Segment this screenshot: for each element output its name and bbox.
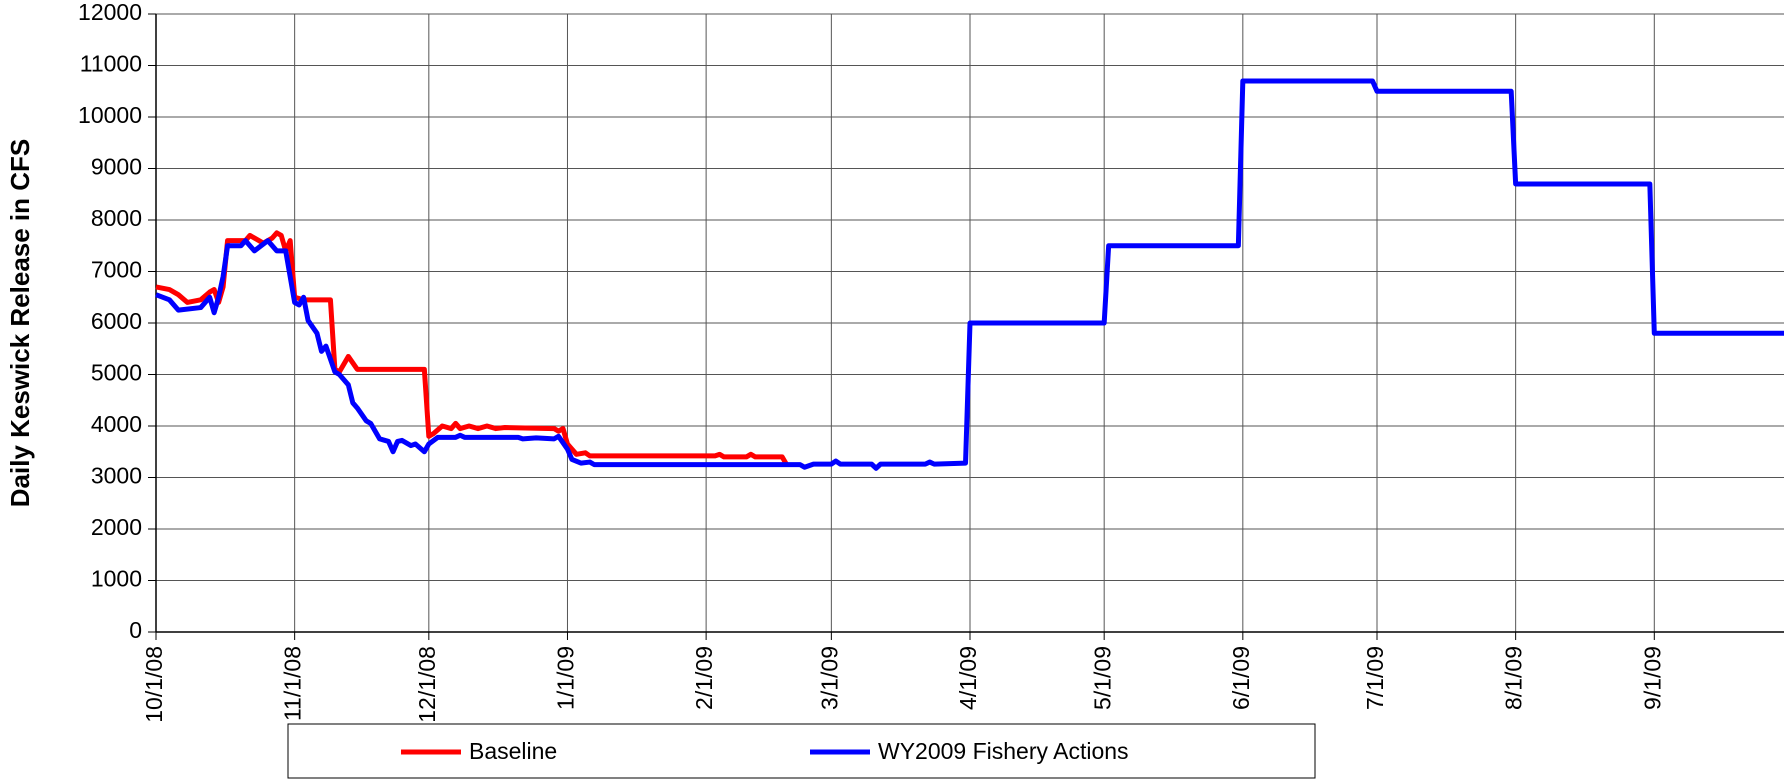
x-tick-label: 4/1/09 [955, 646, 981, 710]
series-line [155, 230, 789, 466]
x-tick-label: 5/1/09 [1089, 646, 1115, 710]
x-tick-label: 9/1/09 [1639, 646, 1665, 710]
x-tick-label: 1/1/09 [553, 646, 579, 710]
legend-label: Baseline [469, 738, 557, 764]
x-tick-label: 2/1/09 [691, 646, 717, 710]
y-tick-label: 9000 [91, 154, 142, 180]
y-axis-label: Daily Keswick Release in CFS [5, 139, 35, 508]
y-tick-label: 5000 [91, 360, 142, 386]
x-tick-label: 11/1/08 [280, 646, 306, 721]
y-tick-label: 2000 [91, 514, 142, 540]
y-tick-label: 1000 [91, 566, 142, 592]
series-line [155, 78, 1784, 471]
y-tick-label: 3000 [91, 463, 142, 489]
y-tick-label: 12000 [78, 0, 142, 25]
y-tick-label: 10000 [78, 102, 142, 128]
y-tick-label: 6000 [91, 308, 142, 334]
legend-label: WY2009 Fishery Actions [878, 738, 1129, 764]
x-tick-label: 10/1/08 [141, 646, 167, 723]
y-tick-label: 4000 [91, 411, 142, 437]
y-tick-label: 7000 [91, 257, 142, 283]
x-tick-label: 8/1/09 [1501, 646, 1527, 710]
y-tick-label: 8000 [91, 205, 142, 231]
x-tick-label: 12/1/08 [414, 646, 440, 723]
y-tick-label: 0 [129, 617, 142, 643]
x-tick-label: 3/1/09 [816, 646, 842, 710]
x-tick-label: 6/1/09 [1228, 646, 1254, 710]
y-tick-label: 11000 [80, 51, 142, 77]
x-tick-label: 7/1/09 [1362, 646, 1388, 710]
